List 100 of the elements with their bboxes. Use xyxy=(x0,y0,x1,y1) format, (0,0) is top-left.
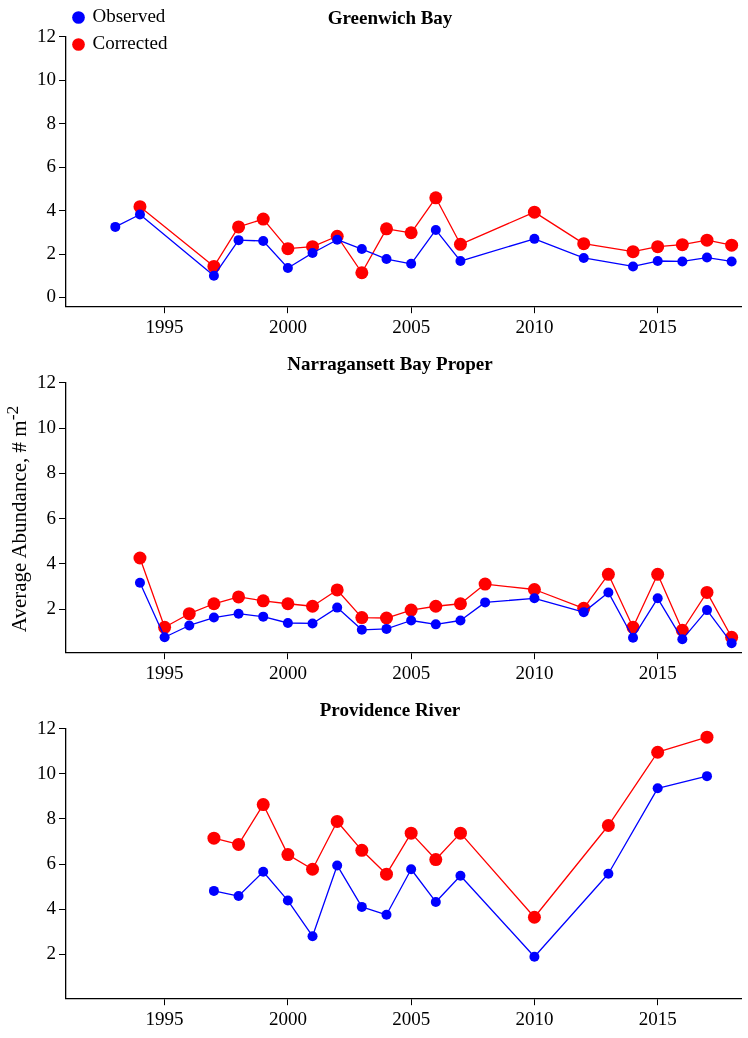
x-tick-label: 2010 xyxy=(515,315,554,337)
point xyxy=(529,951,540,962)
point xyxy=(725,238,739,252)
point xyxy=(701,771,712,782)
y-tick-label: 4 xyxy=(46,551,57,573)
point xyxy=(603,587,614,598)
y-tick-label: 8 xyxy=(46,111,56,133)
point xyxy=(256,594,270,608)
x-tick-label: 2000 xyxy=(268,1007,307,1029)
point xyxy=(700,730,714,744)
point xyxy=(258,866,269,877)
point xyxy=(652,783,663,794)
point xyxy=(480,597,491,608)
point xyxy=(306,862,320,876)
point xyxy=(307,618,318,629)
point xyxy=(626,245,640,259)
point xyxy=(208,612,219,623)
point xyxy=(726,256,737,267)
point xyxy=(258,611,269,622)
y-tick-label: 2 xyxy=(46,597,56,619)
chart-title: Greenwich Bay xyxy=(327,7,453,29)
point xyxy=(701,252,712,263)
point xyxy=(356,624,367,635)
point xyxy=(379,867,393,881)
point xyxy=(529,233,540,244)
point xyxy=(430,224,441,235)
point xyxy=(478,577,492,591)
y-tick-label: 0 xyxy=(46,285,56,307)
y-tick-label: 6 xyxy=(46,852,56,874)
x-tick-label: 1995 xyxy=(145,661,184,683)
x-tick-label: 2005 xyxy=(392,315,431,337)
point xyxy=(282,262,293,273)
point xyxy=(726,638,737,649)
point xyxy=(628,261,639,272)
chart-title: Providence River xyxy=(319,699,461,721)
point xyxy=(406,258,417,269)
point xyxy=(207,831,221,845)
y-tick-label: 2 xyxy=(46,242,56,264)
point xyxy=(453,826,467,840)
point xyxy=(258,236,269,247)
point xyxy=(355,843,369,857)
point xyxy=(110,221,121,232)
y-tick-label: 10 xyxy=(37,416,56,438)
point xyxy=(577,237,591,251)
point xyxy=(628,632,639,643)
x-tick-label: 1995 xyxy=(145,1007,184,1029)
y-tick-label: 4 xyxy=(46,897,57,919)
x-tick-label: 2015 xyxy=(638,661,677,683)
y-tick-label: 4 xyxy=(46,198,57,220)
point xyxy=(429,853,443,867)
point xyxy=(282,895,293,906)
point xyxy=(601,819,615,833)
point xyxy=(701,605,712,616)
point xyxy=(406,615,417,626)
point xyxy=(233,235,244,246)
point xyxy=(332,602,343,613)
point xyxy=(379,611,393,625)
point xyxy=(700,585,714,599)
point xyxy=(578,607,589,618)
y-tick-label: 6 xyxy=(46,155,56,177)
point xyxy=(404,826,418,840)
y-tick-label: 12 xyxy=(37,24,56,46)
y-tick-label: 10 xyxy=(37,761,56,783)
point xyxy=(677,256,688,267)
point xyxy=(355,611,369,625)
point xyxy=(208,270,219,281)
point xyxy=(455,256,466,267)
point xyxy=(184,620,195,631)
legend-label: Corrected xyxy=(92,32,168,54)
point xyxy=(182,607,196,621)
point xyxy=(232,837,246,851)
y-tick-label: 12 xyxy=(37,716,56,738)
point xyxy=(529,593,540,604)
point xyxy=(651,240,665,254)
point xyxy=(256,798,270,812)
point xyxy=(652,256,663,267)
y-tick-label: 10 xyxy=(37,68,56,90)
point xyxy=(381,254,392,265)
point xyxy=(159,632,170,643)
point xyxy=(379,222,393,236)
point xyxy=(430,619,441,630)
x-tick-label: 2015 xyxy=(638,315,677,337)
point xyxy=(651,567,665,581)
y-tick-label: 2 xyxy=(46,942,56,964)
point xyxy=(404,226,418,240)
point xyxy=(429,191,443,205)
point xyxy=(406,864,417,875)
point xyxy=(332,234,343,245)
y-tick-label: 8 xyxy=(46,461,56,483)
point xyxy=(307,931,318,942)
point xyxy=(453,597,467,611)
point xyxy=(281,597,295,611)
point xyxy=(381,623,392,634)
point xyxy=(281,242,295,256)
point xyxy=(527,205,541,219)
point xyxy=(307,247,318,258)
x-tick-label: 2010 xyxy=(515,661,554,683)
y-tick-label: 12 xyxy=(37,370,56,392)
point xyxy=(429,599,443,613)
point xyxy=(356,901,367,912)
